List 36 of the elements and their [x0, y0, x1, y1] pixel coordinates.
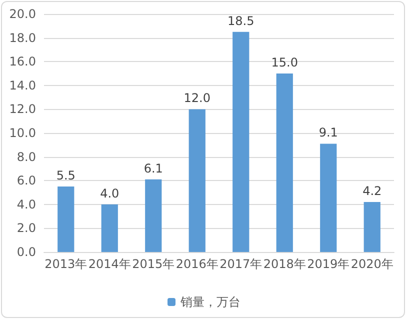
y-tick-label: 0.0 [16, 245, 36, 259]
x-tick-label: 2019年 [307, 257, 350, 271]
y-tick-label: 18.0 [9, 30, 36, 45]
data-label: 12.0 [184, 91, 210, 106]
data-label: 15.0 [271, 56, 298, 70]
y-tick-label: 12.0 [9, 102, 36, 116]
bar [320, 144, 337, 252]
bar [364, 202, 380, 252]
bar [232, 32, 250, 252]
bar [58, 186, 74, 252]
bar [188, 109, 206, 252]
data-label: 5.5 [56, 168, 76, 183]
x-tick-label: 2014年 [88, 257, 131, 271]
bar [276, 74, 293, 252]
data-label: 4.2 [362, 184, 382, 198]
x-tick-label: 2013年 [44, 257, 88, 271]
y-tick-label: 4.0 [16, 197, 36, 212]
bar [101, 204, 118, 252]
data-label: 4.0 [100, 186, 120, 200]
y-tick-label: 16.0 [9, 54, 36, 69]
legend-label: 销量，万台 [180, 295, 240, 309]
y-tick-label: 10.0 [9, 126, 36, 140]
data-label: 6.1 [144, 161, 163, 176]
y-tick-label: 20.0 [9, 7, 36, 21]
x-tick-label: 2018年 [263, 257, 306, 271]
x-tick-label: 2017年 [220, 257, 262, 271]
bar [145, 179, 162, 252]
x-tick-label: 2020年 [350, 257, 394, 271]
y-tick-label: 2.0 [16, 221, 36, 236]
data-label: 18.5 [228, 14, 254, 28]
y-tick-label: 6.0 [16, 174, 36, 188]
x-tick-label: 2015年 [132, 257, 175, 271]
data-label: 9.1 [318, 126, 338, 140]
y-tick-label: 8.0 [16, 150, 36, 164]
x-tick-label: 2016年 [176, 257, 218, 271]
y-tick-label: 14.0 [9, 78, 36, 92]
